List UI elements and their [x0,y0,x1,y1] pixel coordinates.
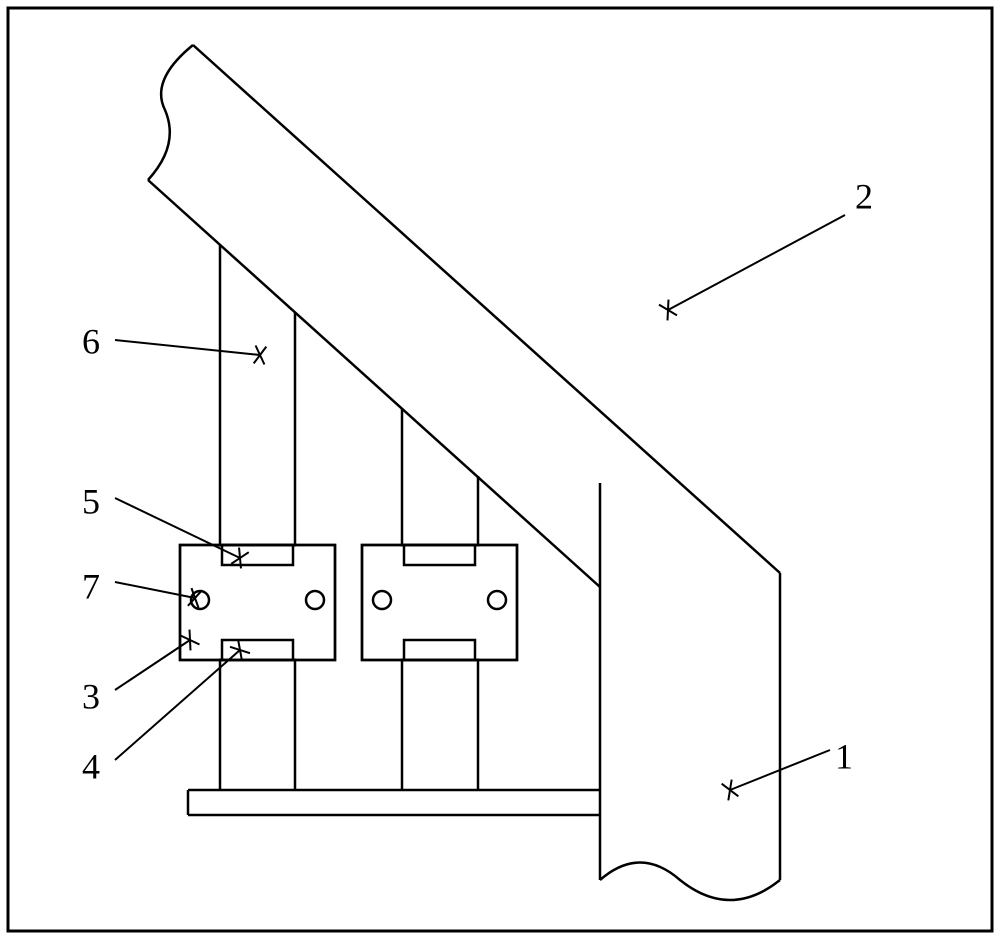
label-6: 6 [82,321,100,361]
label-5: 5 [82,481,100,521]
frame-border [8,8,992,931]
leader-line-2 [668,215,845,310]
part-6-tubes [220,245,478,790]
part-1-column [600,483,780,900]
technical-diagram: 1 2 3 4 5 6 7 [0,0,1000,939]
label-1: 1 [835,736,853,776]
label-3: 3 [82,676,100,716]
label-2: 2 [855,176,873,216]
label-4: 4 [82,746,100,786]
leader-line-6 [115,340,260,355]
label-7: 7 [82,566,100,606]
leader-line-3 [115,640,190,690]
bottom-bar [188,790,600,815]
part-2-beam [148,45,780,587]
